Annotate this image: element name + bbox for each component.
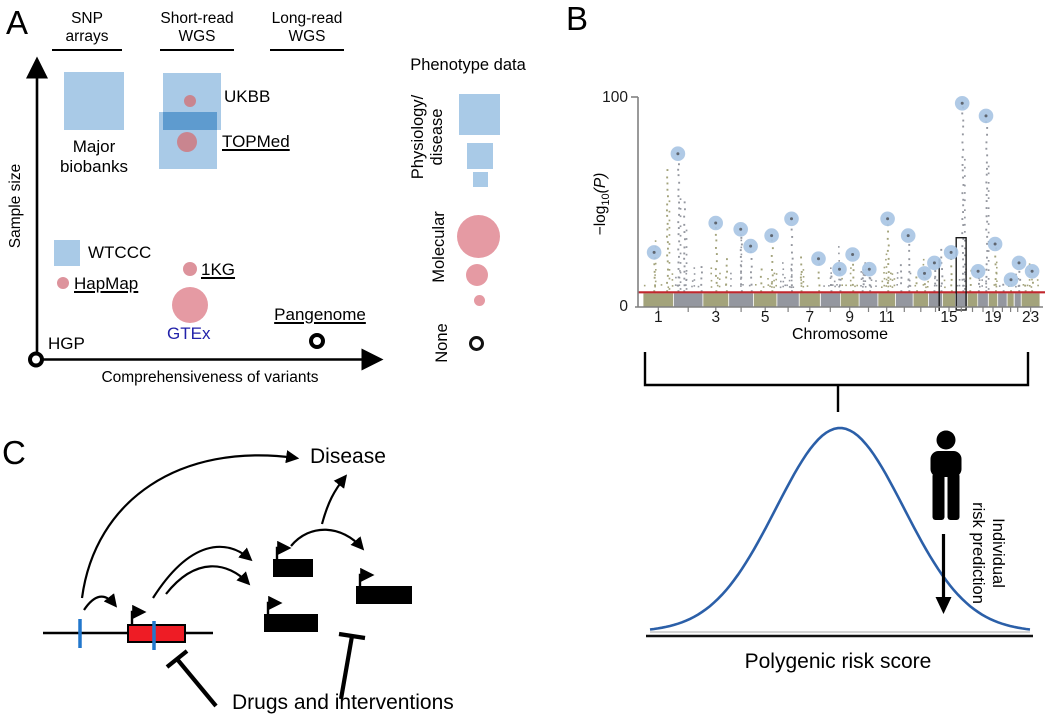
svg-text:19: 19 <box>984 309 1001 326</box>
svg-text:0: 0 <box>619 298 628 315</box>
onekg-circle <box>183 262 197 276</box>
major-biobanks-line: Major <box>72 137 116 156</box>
lead-snp-circles <box>646 96 1040 288</box>
column-header-long-read-wgs: Long-read WGS <box>270 10 344 51</box>
gtex-circle <box>172 287 208 323</box>
hapmap-label: HapMap <box>74 274 139 293</box>
column-header-line: WGS <box>178 27 216 45</box>
column-header-line: arrays <box>65 27 109 45</box>
individual-risk-annotation: Individual risk prediction <box>967 491 1007 615</box>
target-gene-box-right <box>356 586 412 604</box>
column-header-short-read-wgs: Short-read WGS <box>160 10 234 51</box>
major-biobanks-label: Major biobanks <box>54 137 134 176</box>
promoter-arrow-right-box <box>358 567 375 586</box>
inhibition-tbar-gene <box>165 649 218 708</box>
column-header-line: SNP <box>71 10 103 27</box>
hgp-circle <box>28 351 44 368</box>
phenotype-legend-title: Phenotype data <box>410 56 526 74</box>
ylabel-subscript: 10 <box>600 193 613 206</box>
column-header-line: Short-read <box>160 10 234 27</box>
individual-risk-line: Individual <box>989 518 1007 588</box>
bracket <box>643 352 1030 412</box>
svg-text:9: 9 <box>845 309 854 326</box>
pangenome-label: Pangenome <box>274 305 366 324</box>
column-header-line: WGS <box>288 27 326 45</box>
svg-text:5: 5 <box>761 309 770 326</box>
svg-text:15: 15 <box>940 309 957 326</box>
legend-square-small <box>473 172 488 187</box>
legend-circle-medium <box>466 264 488 286</box>
arc-top-box-to-right-box <box>290 528 365 551</box>
legend-physiology-line: disease <box>427 108 446 166</box>
svg-text:3: 3 <box>711 309 720 326</box>
legend-circle-small <box>474 295 485 306</box>
arc-top-box-to-disease <box>320 474 348 525</box>
wtccc-label: WTCCC <box>88 243 152 262</box>
pangenome-circle <box>309 333 325 349</box>
svg-text:100: 100 <box>602 89 628 106</box>
arc-variant-to-gene <box>83 593 118 611</box>
hgp-label: HGP <box>48 334 85 353</box>
onekg-label: 1KG <box>201 260 236 279</box>
risk-arrow <box>935 534 952 614</box>
topmed-molecular-dot <box>177 132 197 152</box>
svg-text:11: 11 <box>879 309 895 326</box>
legend-circle-none <box>469 336 484 351</box>
promoter-arrow-red-gene <box>130 604 147 625</box>
promoter-arrow-top-box <box>275 540 292 559</box>
legend-circle-large <box>457 215 500 258</box>
major-biobanks-line: biobanks <box>59 156 129 176</box>
manhattan-x-axis-label: Chromosome <box>791 326 889 343</box>
drugs-interventions-label: Drugs and interventions <box>232 691 454 714</box>
legend-square-large <box>459 94 500 135</box>
column-header-line: Long-read <box>271 10 343 27</box>
hapmap-circle <box>57 277 69 289</box>
svg-text:23: 23 <box>1022 309 1039 326</box>
target-gene-box-bottom <box>264 614 318 632</box>
topmed-label: TOPMed <box>222 132 290 151</box>
legend-physiology-label: Physiology/ disease <box>409 82 447 192</box>
major-biobanks-square <box>64 72 124 130</box>
gtex-label: GTEx <box>167 324 211 343</box>
svg-text:7: 7 <box>805 309 814 326</box>
panel-a-label: A <box>6 4 29 41</box>
inhibition-tbar-target <box>338 631 366 700</box>
gene-regulation-diagram <box>43 450 412 708</box>
panel-b-label: B <box>566 0 589 37</box>
legend-molecular-label: Molecular <box>430 211 448 283</box>
panel-a-y-axis-label: Sample size <box>7 163 24 249</box>
manhattan-y-axis-label: −log10(P) <box>592 149 614 259</box>
panel-a-x-axis-label: Comprehensiveness of variants <box>101 369 319 386</box>
target-gene-box-top <box>273 559 313 577</box>
manhattan-axes: 1 3 5 7 9 11 15 19 23 100 0 <box>602 89 1043 326</box>
column-header-snp-arrays: SNP arrays <box>52 10 122 51</box>
arc-gene-to-disease <box>80 450 300 599</box>
ukbb-label: UKBB <box>224 87 271 106</box>
legend-physiology-line: Physiology/ <box>409 94 427 180</box>
arc-gene-to-top-box <box>152 545 253 599</box>
ylabel-prefix: −log <box>592 205 609 236</box>
bell-curve <box>649 426 1031 631</box>
ylabel-suffix: (P) <box>592 172 609 194</box>
disease-label: Disease <box>310 445 386 468</box>
arc-gene-to-bottom-box <box>165 565 251 595</box>
svg-text:1: 1 <box>654 309 663 326</box>
legend-none-label: None <box>433 323 451 363</box>
ukbb-topmed-overlap-band <box>163 112 217 130</box>
promoter-arrow-bottom-box <box>266 595 283 614</box>
ukbb-molecular-dot <box>184 95 196 107</box>
panel-a-axes <box>25 56 384 371</box>
prs-axis-label: Polygenic risk score <box>744 650 932 673</box>
person-icon <box>930 430 962 520</box>
panel-c-label: C <box>2 434 26 471</box>
individual-risk-line: risk prediction <box>969 502 988 604</box>
legend-square-medium <box>467 143 493 169</box>
gene-box-red <box>127 624 186 643</box>
wtccc-square <box>54 240 80 266</box>
